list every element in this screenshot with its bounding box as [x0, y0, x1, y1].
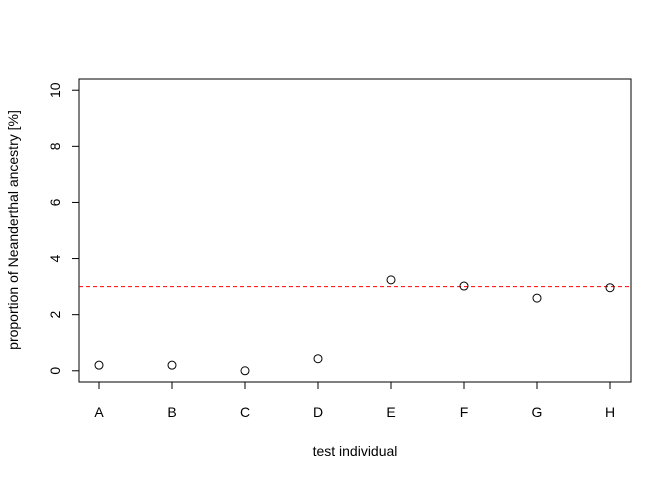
- x-tick-label-E: E: [386, 404, 395, 420]
- x-tick-label-D: D: [313, 404, 323, 420]
- x-tick-label-B: B: [167, 404, 176, 420]
- y-tick-label-6: 6: [47, 198, 63, 206]
- data-point-H: [605, 283, 615, 293]
- x-axis-label: test individual: [313, 443, 398, 459]
- data-point-C: [240, 366, 250, 376]
- y-tick-label-2: 2: [47, 311, 63, 319]
- x-tick-label-G: G: [532, 404, 543, 420]
- data-point-A: [94, 360, 104, 370]
- data-point-F: [459, 281, 469, 291]
- data-point-E: [386, 275, 396, 285]
- y-axis-label: proportion of Neanderthal ancestry [%]: [5, 110, 21, 350]
- x-tick-label-H: H: [605, 404, 615, 420]
- x-tick-label-F: F: [460, 404, 469, 420]
- data-point-G: [532, 293, 542, 303]
- data-point-D: [313, 354, 323, 364]
- x-tick-label-C: C: [240, 404, 250, 420]
- chart-marks: 0 2 4 6 8 10 A B C D E F G H: [47, 82, 631, 420]
- y-tick-label-4: 4: [47, 254, 63, 262]
- plot-frame: [78, 78, 632, 383]
- y-tick-label-8: 8: [47, 142, 63, 150]
- y-tick-label-10: 10: [47, 82, 63, 98]
- y-tick-label-0: 0: [47, 367, 63, 375]
- x-tick-label-A: A: [94, 404, 104, 420]
- data-point-B: [167, 360, 177, 370]
